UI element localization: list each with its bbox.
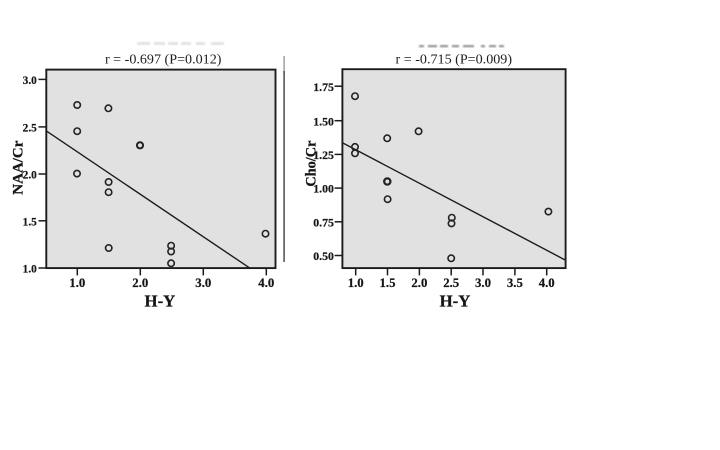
svg-text:3.0: 3.0 xyxy=(475,276,491,290)
svg-text:1.50: 1.50 xyxy=(313,114,334,128)
svg-text:2.0: 2.0 xyxy=(132,276,148,290)
svg-text:1.00: 1.00 xyxy=(313,182,334,196)
svg-text:0.50: 0.50 xyxy=(313,249,334,263)
svg-text:1.0: 1.0 xyxy=(348,276,364,290)
svg-text:r = -0.715 (P=0.009): r = -0.715 (P=0.009) xyxy=(396,52,513,68)
svg-text:2.5: 2.5 xyxy=(443,276,459,290)
svg-text:1.5: 1.5 xyxy=(23,216,37,228)
svg-text:1.0: 1.0 xyxy=(23,264,37,276)
svg-text:1.75: 1.75 xyxy=(313,80,334,94)
svg-text:4.0: 4.0 xyxy=(539,276,555,290)
svg-text:1.25: 1.25 xyxy=(313,148,334,162)
svg-text:NAA/Cr: NAA/Cr xyxy=(10,140,26,194)
svg-text:H-Y: H-Y xyxy=(145,291,176,310)
svg-text:3.5: 3.5 xyxy=(507,276,523,290)
svg-text:4.0: 4.0 xyxy=(258,276,274,290)
svg-text:r = -0.697 (P=0.012): r = -0.697 (P=0.012) xyxy=(105,52,222,68)
svg-text:1.0: 1.0 xyxy=(69,276,85,290)
svg-text:0.75: 0.75 xyxy=(313,215,334,229)
svg-text:2.0: 2.0 xyxy=(23,170,37,182)
svg-text:Cho/Cr: Cho/Cr xyxy=(304,140,320,187)
svg-text:1.5: 1.5 xyxy=(380,276,396,290)
svg-text:H-Y: H-Y xyxy=(440,291,471,310)
svg-text:2.0: 2.0 xyxy=(411,276,427,290)
svg-text:2.5: 2.5 xyxy=(23,123,37,135)
svg-text:3.0: 3.0 xyxy=(23,75,37,87)
svg-text:3.0: 3.0 xyxy=(195,276,211,290)
